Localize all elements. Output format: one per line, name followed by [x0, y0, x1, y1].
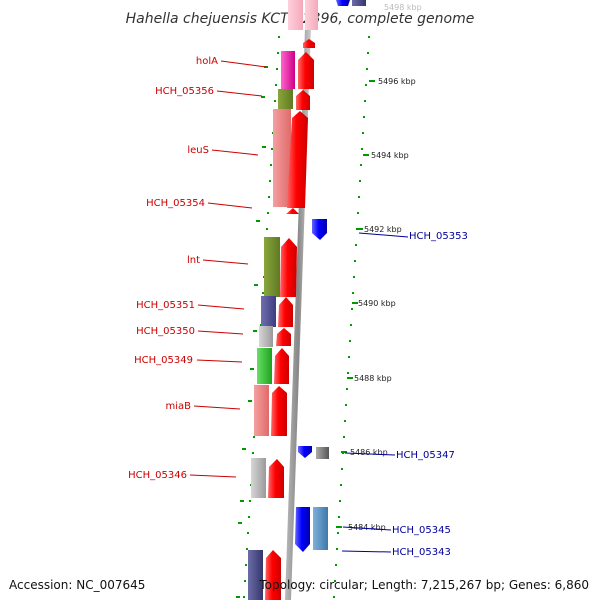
- scale-label-5492: 5492 kbp: [364, 225, 402, 234]
- gene-arrow-HCH_05350: [276, 328, 291, 346]
- gene-arrow-HCH_05347: [298, 446, 312, 458]
- gene-top-partial-slate: [352, 0, 366, 6]
- gene-label-HCH_05351: HCH_05351: [136, 300, 195, 311]
- cog-box-miaB: [254, 385, 269, 436]
- gene-arrow-HCH_05351: [278, 297, 293, 327]
- gene-label-HCH_05346: HCH_05346: [128, 470, 187, 481]
- cog-box-HCH_05346: [251, 458, 266, 498]
- gene-arrow-leuS: [287, 111, 308, 208]
- cog-box-bottom: [248, 550, 263, 600]
- left-callout-lines: [189, 60, 267, 478]
- gene-arrow-forward: [303, 39, 315, 48]
- cog-box-HCH_05350: [259, 326, 273, 347]
- cog-box-HCH_05349: [257, 348, 272, 384]
- gene-label-HCH_05349: HCH_05349: [134, 355, 193, 366]
- gene-top-partial-pink: [288, 0, 303, 30]
- gene-label-HCH_05354: HCH_05354: [146, 198, 205, 209]
- scale-label-5488: 5488 kbp: [354, 374, 392, 383]
- gene-arrow-bottom: [265, 550, 281, 600]
- accession-text: Accession: NC_007645: [9, 578, 146, 592]
- cog-box-HCH_05351: [261, 296, 276, 327]
- gene-arrow-HCH_05356: [296, 90, 310, 110]
- gene-label-leuS: leuS: [187, 145, 209, 156]
- gene-label-HCH_05343: HCH_05343: [392, 547, 451, 558]
- topology-text: Topology: circular; Length: 7,215,267 bp…: [259, 578, 589, 592]
- gene-label-holA: holA: [196, 56, 218, 67]
- scale-label-5486: 5486 kbp: [350, 448, 388, 457]
- gene-arrow-HCH_05346: [268, 459, 284, 498]
- gene-arrow-HCH_05349: [274, 348, 289, 384]
- gene-arrow-HCH_05353: [312, 219, 327, 240]
- gene-label-miaB: miaB: [165, 401, 191, 412]
- scale-dotted-track: [333, 36, 375, 598]
- gene-label-HCH_05353: HCH_05353: [409, 231, 468, 242]
- scale-label-5494: 5494 kbp: [371, 151, 409, 160]
- gene-arrow-HCH_05345: [295, 507, 310, 552]
- gene-label-HCH_05350: HCH_05350: [136, 326, 195, 337]
- gene-top-partial-blue: [336, 0, 350, 6]
- gene-label-lnt: lnt: [187, 255, 200, 266]
- gene-box-HCH_05347: [316, 447, 329, 459]
- scale-label-faded: 5498 kbp: [384, 3, 422, 12]
- gene-top-partial-pink-2: [305, 0, 318, 30]
- scale-label-5496: 5496 kbp: [378, 77, 416, 86]
- scale-label-5490: 5490 kbp: [358, 299, 396, 308]
- gene-arrow-small: [286, 208, 299, 214]
- gene-label-HCH_05356: HCH_05356: [155, 86, 214, 97]
- gene-box-HCH_05345: [313, 507, 328, 550]
- cog-box-holA: [281, 51, 295, 89]
- scale-label-5484: 5484 kbp: [348, 523, 386, 532]
- cog-box-lnt: [264, 237, 280, 297]
- gene-label-HCH_05347: HCH_05347: [396, 450, 455, 461]
- gene-arrow-miaB: [271, 386, 287, 436]
- cog-box-leuS: [273, 109, 291, 207]
- cog-box-HCH_05356: [278, 89, 293, 109]
- right-callout-lines: [341, 232, 409, 553]
- gene-arrow-lnt: [280, 238, 297, 297]
- gene-label-HCH_05345: HCH_05345: [392, 525, 451, 536]
- gene-arrow-holA: [298, 52, 314, 89]
